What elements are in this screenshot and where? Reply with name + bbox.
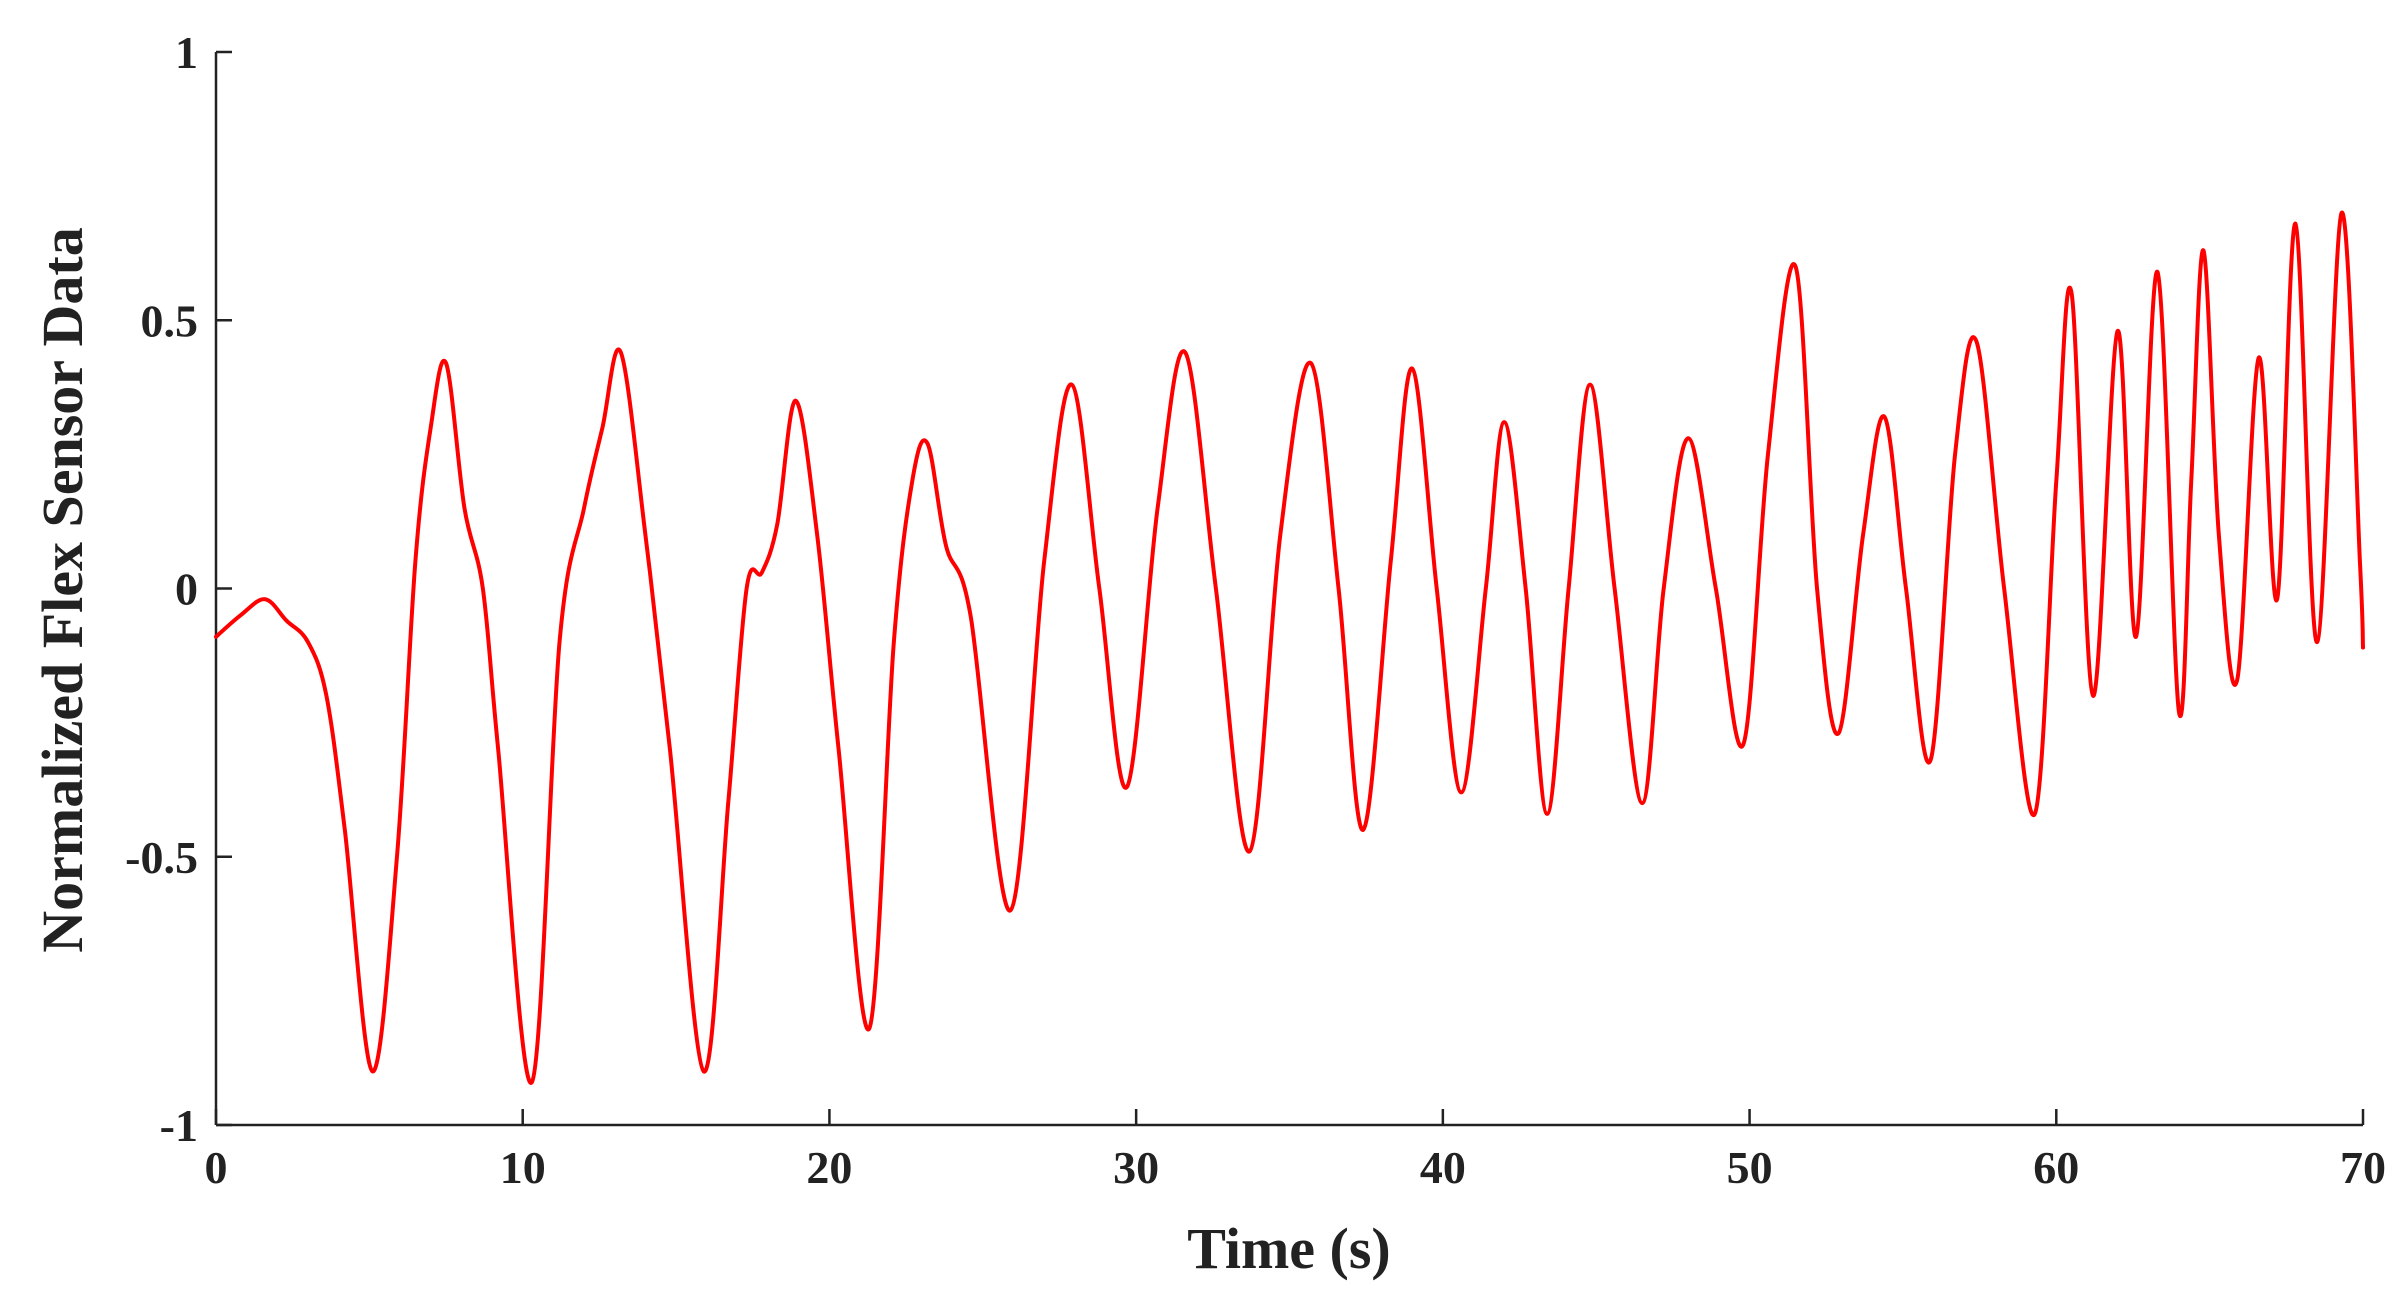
x-tick-label: 0 — [205, 1142, 228, 1193]
x-tick-label: 40 — [1420, 1142, 1466, 1193]
y-tick-label: 1 — [175, 27, 198, 78]
series-layer — [214, 210, 2365, 1085]
x-tick-label: 70 — [2340, 1142, 2386, 1193]
y-tick-label: -0.5 — [125, 832, 198, 883]
x-axis-title: Time (s) — [1187, 1216, 1391, 1281]
y-tick-label: 0.5 — [141, 295, 199, 346]
x-tick-label: 50 — [1727, 1142, 1773, 1193]
plot-area: 0 10 20 30 40 50 60 70 -1 -0.5 0 0.5 1 — [125, 27, 2386, 1193]
x-tick-label: 30 — [1113, 1142, 1159, 1193]
series-line — [214, 210, 2365, 1085]
x-tick-label: 10 — [500, 1142, 546, 1193]
y-ticks: -1 -0.5 0 0.5 1 — [125, 27, 232, 1151]
y-tick-label: -1 — [160, 1100, 198, 1151]
y-tick-label: 0 — [175, 564, 198, 615]
y-axis-title: Normalized Flex Sensor Data — [30, 227, 95, 952]
x-tick-label: 20 — [806, 1142, 852, 1193]
x-ticks: 0 10 20 30 40 50 60 70 — [205, 1109, 2386, 1193]
x-tick-label: 60 — [2033, 1142, 2079, 1193]
